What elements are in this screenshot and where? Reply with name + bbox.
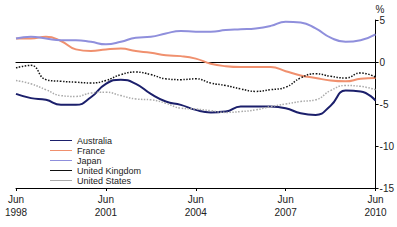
svg-text:Japan: Japan	[77, 156, 102, 166]
svg-text:2007: 2007	[275, 207, 298, 218]
svg-text:France: France	[77, 146, 105, 156]
svg-text:-10: -10	[380, 141, 395, 152]
svg-text:Jun: Jun	[8, 194, 24, 205]
svg-text:2001: 2001	[95, 207, 118, 218]
svg-text:United Kingdom: United Kingdom	[77, 166, 141, 176]
svg-text:Australia: Australia	[77, 136, 112, 146]
svg-text:1998: 1998	[5, 207, 28, 218]
svg-text:United States: United States	[77, 176, 132, 186]
svg-text:Jun: Jun	[188, 194, 204, 205]
svg-text:Jun: Jun	[278, 194, 294, 205]
svg-text:Jun: Jun	[98, 194, 114, 205]
svg-text:-5: -5	[380, 99, 389, 110]
svg-text:0: 0	[380, 57, 386, 68]
svg-text:Jun: Jun	[367, 194, 383, 205]
svg-text:%: %	[376, 4, 385, 15]
svg-text:-15: -15	[380, 183, 395, 194]
svg-text:2010: 2010	[364, 207, 387, 218]
svg-text:2004: 2004	[185, 207, 208, 218]
svg-text:5: 5	[380, 15, 386, 26]
